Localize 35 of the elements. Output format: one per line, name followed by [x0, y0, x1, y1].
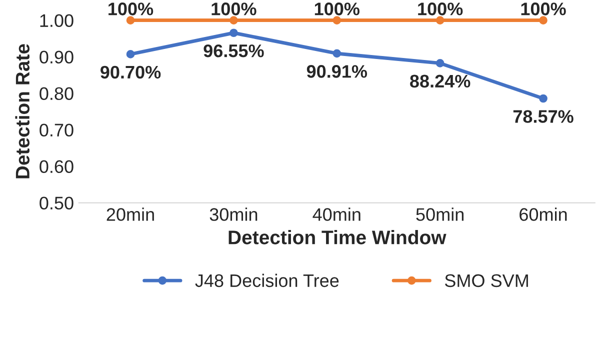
data-label: 96.55% [204, 44, 264, 58]
data-label: 78.57% [513, 110, 574, 123]
y-tick-label: 0.60 [40, 160, 74, 174]
data-label: 100% [521, 2, 566, 16]
data-label: 88.24% [410, 74, 470, 88]
y-tick-label: 0.80 [40, 87, 74, 100]
point [230, 28, 238, 38]
x-tick-label: 40min [312, 208, 360, 221]
point [436, 59, 444, 68]
point [539, 16, 548, 24]
point [126, 50, 135, 58]
y-tick-label: 0.90 [40, 50, 74, 64]
data-label: 100% [108, 2, 154, 16]
data-label: 100% [418, 2, 463, 16]
legend-label: SMO SVM [444, 274, 528, 288]
y-tick-label: 0.70 [40, 124, 74, 137]
point [126, 16, 135, 24]
x-tick-label: 20min [106, 208, 154, 221]
y-tick-label: 0.50 [40, 196, 74, 210]
data-label: 100% [212, 2, 256, 16]
point [332, 16, 342, 24]
point [539, 94, 548, 103]
data-label: 100% [314, 2, 360, 16]
x-axis-title: Detection Time Window [228, 230, 446, 244]
point [332, 49, 342, 58]
point [230, 16, 238, 24]
y-tick-label: 1.00 [40, 14, 74, 27]
point [436, 16, 444, 24]
x-tick-label: 50min [416, 208, 464, 221]
x-tick-label: 30min [210, 208, 258, 221]
data-label: 90.91% [306, 65, 368, 78]
y-axis-title: Detection Rate [15, 44, 30, 178]
data-label: 90.70% [100, 66, 161, 79]
x-tick-label: 60min [520, 208, 567, 221]
legend-label: J48 Decision Tree [195, 274, 339, 288]
